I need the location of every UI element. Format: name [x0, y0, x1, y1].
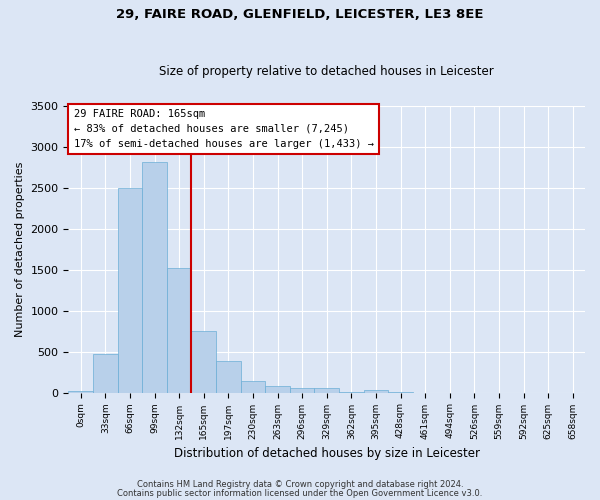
Bar — [68, 391, 93, 392]
Bar — [290, 388, 314, 392]
Text: 29 FAIRE ROAD: 165sqm
← 83% of detached houses are smaller (7,245)
17% of semi-d: 29 FAIRE ROAD: 165sqm ← 83% of detached … — [74, 109, 374, 148]
Bar — [142, 162, 167, 392]
Text: Contains HM Land Registry data © Crown copyright and database right 2024.: Contains HM Land Registry data © Crown c… — [137, 480, 463, 489]
Bar — [191, 331, 216, 392]
X-axis label: Distribution of detached houses by size in Leicester: Distribution of detached houses by size … — [174, 447, 480, 460]
Bar — [364, 390, 388, 392]
Text: Contains public sector information licensed under the Open Government Licence v3: Contains public sector information licen… — [118, 490, 482, 498]
Bar — [314, 388, 339, 392]
Title: Size of property relative to detached houses in Leicester: Size of property relative to detached ho… — [160, 66, 494, 78]
Text: 29, FAIRE ROAD, GLENFIELD, LEICESTER, LE3 8EE: 29, FAIRE ROAD, GLENFIELD, LEICESTER, LE… — [116, 8, 484, 20]
Bar — [118, 188, 142, 392]
Bar — [93, 354, 118, 393]
Y-axis label: Number of detached properties: Number of detached properties — [15, 162, 25, 337]
Bar — [265, 386, 290, 392]
Bar — [167, 268, 191, 392]
Bar — [241, 381, 265, 392]
Bar — [216, 360, 241, 392]
